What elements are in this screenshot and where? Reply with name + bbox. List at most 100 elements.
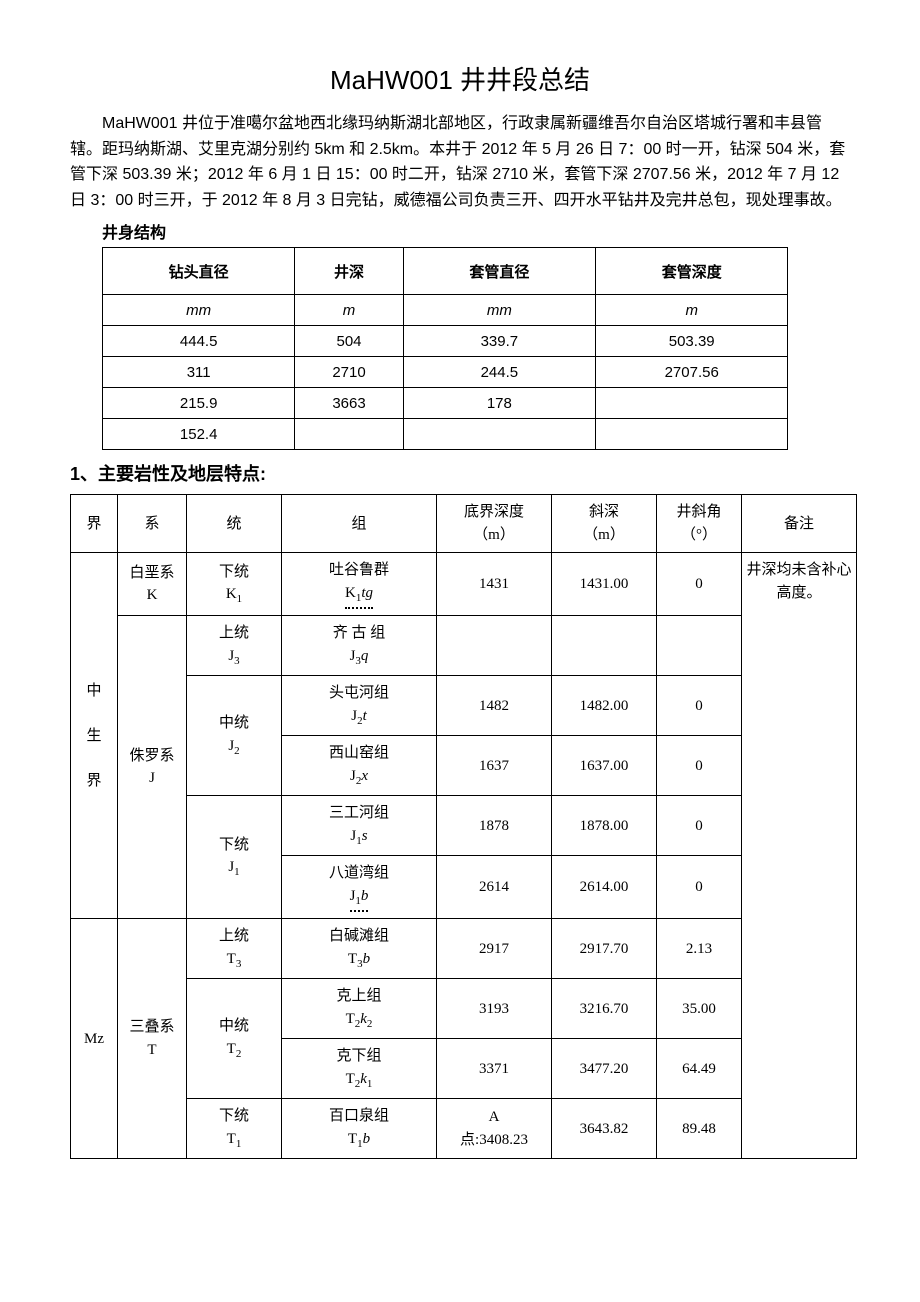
depth-cell: 1431 — [437, 553, 552, 616]
table-row: 中生界 白垩系K 下统K1 吐谷鲁群K1tg 1431 1431.00 0 井深… — [71, 553, 857, 616]
page-title: MaHW001 井井段总结 — [70, 60, 850, 97]
angle-cell: 0 — [657, 736, 742, 796]
col-header-note: 备注 — [742, 495, 857, 553]
table-row: 中统T2 克上组T2k2 3193 3216.70 35.00 — [71, 979, 857, 1039]
system-cell: 白垩系K — [118, 553, 187, 616]
table-row: 444.5 504 339.7 503.39 — [103, 326, 788, 357]
xieshen-cell: 1878.00 — [552, 796, 657, 856]
table-row: 下统J1 三工河组J1s 1878 1878.00 0 — [71, 796, 857, 856]
cell — [403, 419, 595, 450]
cell: 3663 — [295, 388, 403, 419]
note-cell: 井深均未含补心高度。 — [742, 553, 857, 1159]
depth-cell — [437, 616, 552, 676]
cell — [596, 388, 788, 419]
angle-cell: 0 — [657, 856, 742, 919]
unit-cell: m — [596, 295, 788, 326]
angle-cell: 0 — [657, 796, 742, 856]
cell: 178 — [403, 388, 595, 419]
unit-cell: m — [295, 295, 403, 326]
intro-paragraph: MaHW001 井位于准噶尔盆地西北缘玛纳斯湖北部地区，行政隶属新疆维吾尔自治区… — [70, 111, 850, 213]
cell: 215.9 — [103, 388, 295, 419]
col-header-jie: 界 — [71, 495, 118, 553]
system-cell: 侏罗系J — [118, 616, 187, 919]
series-cell: 下统K1 — [187, 553, 282, 616]
series-cell: 下统J1 — [187, 796, 282, 919]
depth-cell: 3193 — [437, 979, 552, 1039]
xieshen-cell: 1482.00 — [552, 676, 657, 736]
depth-cell: 1878 — [437, 796, 552, 856]
unit-cell: mm — [403, 295, 595, 326]
col-header-tong: 统 — [187, 495, 282, 553]
cell — [596, 419, 788, 450]
depth-cell: 3371 — [437, 1039, 552, 1099]
xieshen-cell: 2614.00 — [552, 856, 657, 919]
series-cell: 中统T2 — [187, 979, 282, 1099]
section-heading-1: 1、主要岩性及地层特点: — [70, 460, 850, 486]
table-header-row: 界 系 统 组 底界深度（m） 斜深（m） 井斜角（°） 备注 — [71, 495, 857, 553]
angle-cell: 64.49 — [657, 1039, 742, 1099]
formation-cell: 齐 古 组J3q — [282, 616, 437, 676]
table-unit-row: mm m mm m — [103, 295, 788, 326]
cell: 152.4 — [103, 419, 295, 450]
angle-cell: 2.13 — [657, 919, 742, 979]
depth-cell: 2917 — [437, 919, 552, 979]
cell: 339.7 — [403, 326, 595, 357]
formation-cell: 吐谷鲁群K1tg — [282, 553, 437, 616]
xieshen-cell: 3477.20 — [552, 1039, 657, 1099]
cell: 444.5 — [103, 326, 295, 357]
col-header-zu: 组 — [282, 495, 437, 553]
angle-cell: 0 — [657, 553, 742, 616]
xieshen-cell: 3216.70 — [552, 979, 657, 1039]
table-row: 152.4 — [103, 419, 788, 450]
table-header-row: 钻头直径 井深 套管直径 套管深度 — [103, 248, 788, 295]
subheading-struct: 井身结构 — [102, 219, 850, 243]
formation-cell: 克下组T2k1 — [282, 1039, 437, 1099]
era-cell: 中生界 — [71, 553, 118, 919]
unit-cell: mm — [103, 295, 295, 326]
xieshen-cell: 2917.70 — [552, 919, 657, 979]
series-cell: 上统J3 — [187, 616, 282, 676]
depth-cell: 2614 — [437, 856, 552, 919]
formation-cell: 三工河组J1s — [282, 796, 437, 856]
col-header: 钻头直径 — [103, 248, 295, 295]
col-header-xi: 系 — [118, 495, 187, 553]
xieshen-cell: 3643.82 — [552, 1099, 657, 1159]
series-cell: 下统T1 — [187, 1099, 282, 1159]
well-structure-table: 钻头直径 井深 套管直径 套管深度 mm m mm m 444.5 504 33… — [102, 247, 788, 450]
depth-cell: A点:3408.23 — [437, 1099, 552, 1159]
formation-cell: 克上组T2k2 — [282, 979, 437, 1039]
angle-cell: 0 — [657, 676, 742, 736]
cell: 311 — [103, 357, 295, 388]
col-header-xieshen: 斜深（m） — [552, 495, 657, 553]
cell: 2710 — [295, 357, 403, 388]
xieshen-cell: 1637.00 — [552, 736, 657, 796]
depth-cell: 1637 — [437, 736, 552, 796]
xieshen-cell: 1431.00 — [552, 553, 657, 616]
cell: 503.39 — [596, 326, 788, 357]
cell: 2707.56 — [596, 357, 788, 388]
formation-cell: 西山窑组J2x — [282, 736, 437, 796]
table-row: 侏罗系J 上统J3 齐 古 组J3q — [71, 616, 857, 676]
table-row: 215.9 3663 178 — [103, 388, 788, 419]
formation-cell: 白碱滩组T3b — [282, 919, 437, 979]
formation-cell: 头屯河组J2t — [282, 676, 437, 736]
table-row: Mz 三叠系T 上统T3 白碱滩组T3b 2917 2917.70 2.13 — [71, 919, 857, 979]
cell: 504 — [295, 326, 403, 357]
angle-cell: 89.48 — [657, 1099, 742, 1159]
system-cell: 三叠系T — [118, 919, 187, 1159]
table-row: 下统T1 百口泉组T1b A点:3408.23 3643.82 89.48 — [71, 1099, 857, 1159]
table-row: 311 2710 244.5 2707.56 — [103, 357, 788, 388]
cell: 244.5 — [403, 357, 595, 388]
col-header-depth: 底界深度（m） — [437, 495, 552, 553]
era-cell: Mz — [71, 919, 118, 1159]
formation-cell: 八道湾组J1b — [282, 856, 437, 919]
depth-cell: 1482 — [437, 676, 552, 736]
col-header-angle: 井斜角（°） — [657, 495, 742, 553]
series-cell: 中统J2 — [187, 676, 282, 796]
formation-cell: 百口泉组T1b — [282, 1099, 437, 1159]
series-cell: 上统T3 — [187, 919, 282, 979]
col-header: 套管深度 — [596, 248, 788, 295]
angle-cell: 35.00 — [657, 979, 742, 1039]
xieshen-cell — [552, 616, 657, 676]
angle-cell — [657, 616, 742, 676]
